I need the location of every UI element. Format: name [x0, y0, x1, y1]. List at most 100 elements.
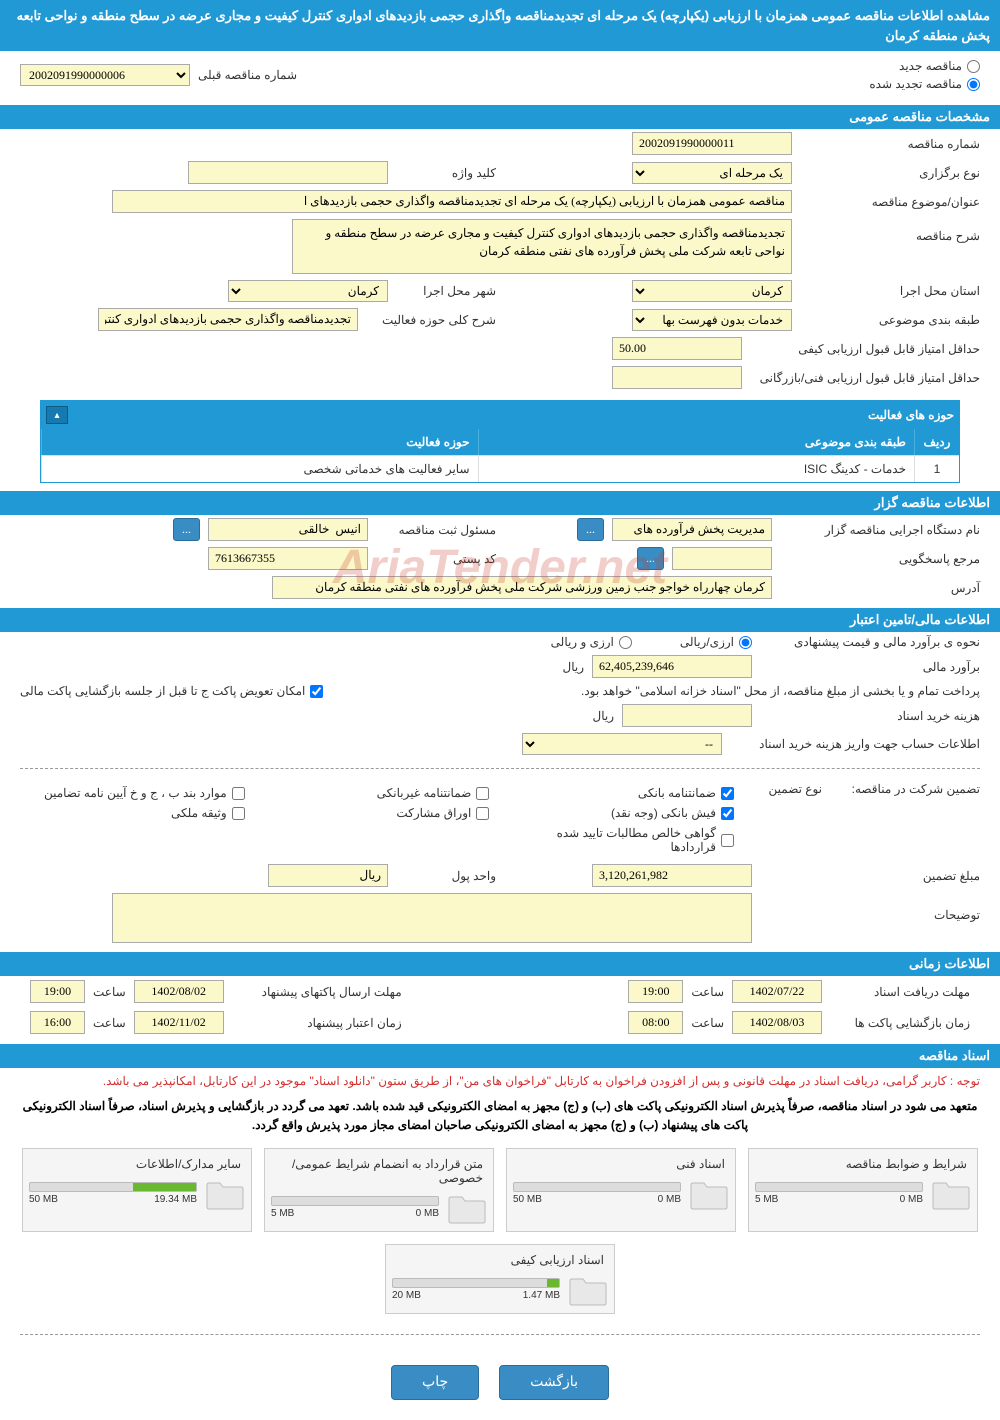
envelope-open-date[interactable]: [732, 1011, 822, 1034]
doc-used: 1.47 MB: [523, 1290, 560, 1301]
radio-currency-both-input[interactable]: [619, 636, 632, 649]
print-button[interactable]: چاپ: [391, 1365, 479, 1400]
check-nonbank-guarantee[interactable]: ضمانتنامه غیربانکی: [265, 786, 490, 800]
footer-buttons: بازگشت چاپ: [0, 1345, 1000, 1420]
radio-currency-rial-label: ارزی/ریالی: [680, 635, 734, 649]
activities-table-row: 1 خدمات - کدینگ ISIC سایر فعالیت های خدم…: [41, 455, 959, 482]
radio-currency-rial-input[interactable]: [739, 636, 752, 649]
reg-officer-more-button[interactable]: ...: [173, 518, 200, 541]
reply-ref-more-button[interactable]: ...: [637, 547, 664, 570]
min-qual-score-row: حداقل امتیاز قابل قبول ارزیابی کیفی: [0, 334, 1000, 363]
radio-renewed-tender-label: مناقصه تجدید شده: [869, 77, 962, 91]
tender-number-row: شماره مناقصه: [0, 129, 1000, 158]
exec-name-input[interactable]: [612, 518, 772, 541]
check-property-pledge-label: وثیقه ملکی: [171, 806, 227, 820]
city-select[interactable]: کرمان: [228, 280, 388, 302]
check-participation-papers-input[interactable]: [476, 807, 489, 820]
check-bank-guarantee-input[interactable]: [721, 787, 734, 800]
documents-notice-1: توجه : کاربر گرامی، دریافت اسناد در مهلت…: [0, 1068, 1000, 1095]
reply-postcode-row: مرجع پاسخگویی ... کد پستی: [0, 544, 1000, 573]
activities-row-category: خدمات - کدینگ ISIC: [478, 455, 915, 482]
activities-collapse-button[interactable]: ▴: [46, 406, 68, 424]
subject-input[interactable]: [112, 190, 792, 213]
guarantee-amount-input[interactable]: [592, 864, 752, 887]
proposal-send-time[interactable]: [30, 980, 85, 1003]
radio-new-tender-input[interactable]: [967, 60, 980, 73]
guarantee-amount-label: مبلغ تضمین: [760, 869, 980, 883]
doc-box[interactable]: اسناد ارزیابی کیفی 20 MB1.47 MB: [385, 1244, 615, 1314]
doc-box[interactable]: اسناد فنی 50 MB0 MB: [506, 1148, 736, 1232]
section-financial-header: اطلاعات مالی/تامین اعتبار: [0, 608, 1000, 632]
validity-date[interactable]: [134, 1011, 224, 1034]
check-items-bpjv-input[interactable]: [232, 787, 245, 800]
check-contract-receivables-input[interactable]: [721, 834, 734, 847]
address-input[interactable]: [272, 576, 772, 599]
prev-number-select[interactable]: 2002091990000006: [20, 64, 190, 86]
check-contract-receivables[interactable]: گواهی خالص مطالبات تایید شده قراردادها: [509, 826, 734, 854]
tender-number-input[interactable]: [632, 132, 792, 155]
envelope-open-time[interactable]: [628, 1011, 683, 1034]
back-button[interactable]: بازگشت: [499, 1365, 609, 1400]
activity-scope-input[interactable]: [98, 308, 358, 331]
envelope-open-label: زمان بازگشایی پاکت ها: [830, 1016, 970, 1030]
tender-mode-row: مناقصه جدید مناقصه تجدید شده شماره مناقص…: [0, 51, 1000, 99]
timing-row-1: مهلت دریافت اسناد ساعت مهلت ارسال پاکتها…: [0, 976, 1000, 1007]
swap-allowed-check[interactable]: امکان تعویض پاکت ج تا قبل از جلسه بازگشا…: [20, 684, 323, 698]
proposal-send-date[interactable]: [134, 980, 224, 1003]
radio-new-tender[interactable]: مناقصه جدید: [869, 59, 980, 73]
radio-currency-both-label: ارزی و ریالی: [551, 635, 614, 649]
doc-box[interactable]: متن قرارداد به انضمام شرایط عمومی/خصوصی …: [264, 1148, 494, 1232]
reply-ref-input[interactable]: [672, 547, 772, 570]
doc-box[interactable]: سایر مدارک/اطلاعات 50 MB19.34 MB: [22, 1148, 252, 1232]
desc-textarea[interactable]: [292, 219, 792, 274]
doc-used: 19.34 MB: [154, 1194, 197, 1205]
check-participation-papers[interactable]: اوراق مشارکت: [265, 806, 490, 820]
type-keyword-row: نوع برگزاری یک مرحله ای کلید واژه: [0, 158, 1000, 187]
radio-currency-rial[interactable]: ارزی/ریالی: [680, 635, 752, 649]
doc-purchase-input[interactable]: [622, 704, 752, 727]
currency-unit-input[interactable]: [268, 864, 388, 887]
min-tech-score-input[interactable]: [612, 366, 742, 389]
validity-time[interactable]: [30, 1011, 85, 1034]
guarantee-amount-row: مبلغ تضمین واحد پول: [0, 861, 1000, 890]
doc-box[interactable]: شرایط و ضوابط مناقصه 5 MB0 MB: [748, 1148, 978, 1232]
radio-renewed-tender[interactable]: مناقصه تجدید شده: [869, 77, 980, 91]
folder-icon: [447, 1191, 487, 1225]
min-tech-score-row: حداقل امتیاز قابل قبول ارزیابی فنی/بازرگ…: [0, 363, 1000, 392]
check-nonbank-guarantee-input[interactable]: [476, 787, 489, 800]
separator: [20, 768, 980, 769]
check-property-pledge-input[interactable]: [232, 807, 245, 820]
validity-label: زمان اعتبار پیشنهاد: [232, 1016, 402, 1030]
postcode-input[interactable]: [208, 547, 368, 570]
type-select[interactable]: یک مرحله ای: [632, 162, 792, 184]
radio-currency-both[interactable]: ارزی و ریالی: [551, 635, 632, 649]
radio-renewed-tender-input[interactable]: [967, 78, 980, 91]
activities-table-header: حوزه های فعالیت ▴: [41, 401, 959, 429]
keyword-input[interactable]: [188, 161, 388, 184]
min-qual-score-input[interactable]: [612, 337, 742, 360]
reg-officer-input[interactable]: [208, 518, 368, 541]
doc-receive-date[interactable]: [732, 980, 822, 1003]
estimate-input[interactable]: [592, 655, 752, 678]
estimate-method-label: نحوه ی برآورد مالی و قیمت پیشنهادی: [760, 635, 980, 649]
tender-number-label: شماره مناقصه: [800, 137, 980, 151]
doc-receive-time[interactable]: [628, 980, 683, 1003]
check-property-pledge[interactable]: وثیقه ملکی: [20, 806, 245, 820]
check-bank-receipt[interactable]: فیش بانکی (وجه نقد): [509, 806, 734, 820]
check-bank-guarantee-label: ضمانتنامه بانکی: [638, 786, 716, 800]
check-bank-guarantee[interactable]: ضمانتنامه بانکی: [509, 786, 734, 800]
check-items-bpjv[interactable]: موارد بند ب ، ج و خ آیین نامه تضامین: [20, 786, 245, 800]
activities-row-activity: سایر فعالیت های خدماتی شخصی: [41, 455, 478, 482]
desc-row: شرح مناقصه: [0, 216, 1000, 277]
exec-reg-row: نام دستگاه اجرایی مناقصه گزار ... مسئول …: [0, 515, 1000, 544]
activities-col-category: طبقه بندی موضوعی: [478, 429, 915, 455]
notes-textarea[interactable]: [112, 893, 752, 943]
category-select[interactable]: خدمات بدون فهرست بها: [632, 309, 792, 331]
exec-name-more-button[interactable]: ...: [577, 518, 604, 541]
province-select[interactable]: کرمان: [632, 280, 792, 302]
check-bank-receipt-input[interactable]: [721, 807, 734, 820]
swap-allowed-input[interactable]: [310, 685, 323, 698]
time-word-3: ساعت: [691, 1016, 724, 1030]
payment-account-select[interactable]: --: [522, 733, 722, 755]
estimate-row: برآورد مالی ریال: [0, 652, 1000, 681]
